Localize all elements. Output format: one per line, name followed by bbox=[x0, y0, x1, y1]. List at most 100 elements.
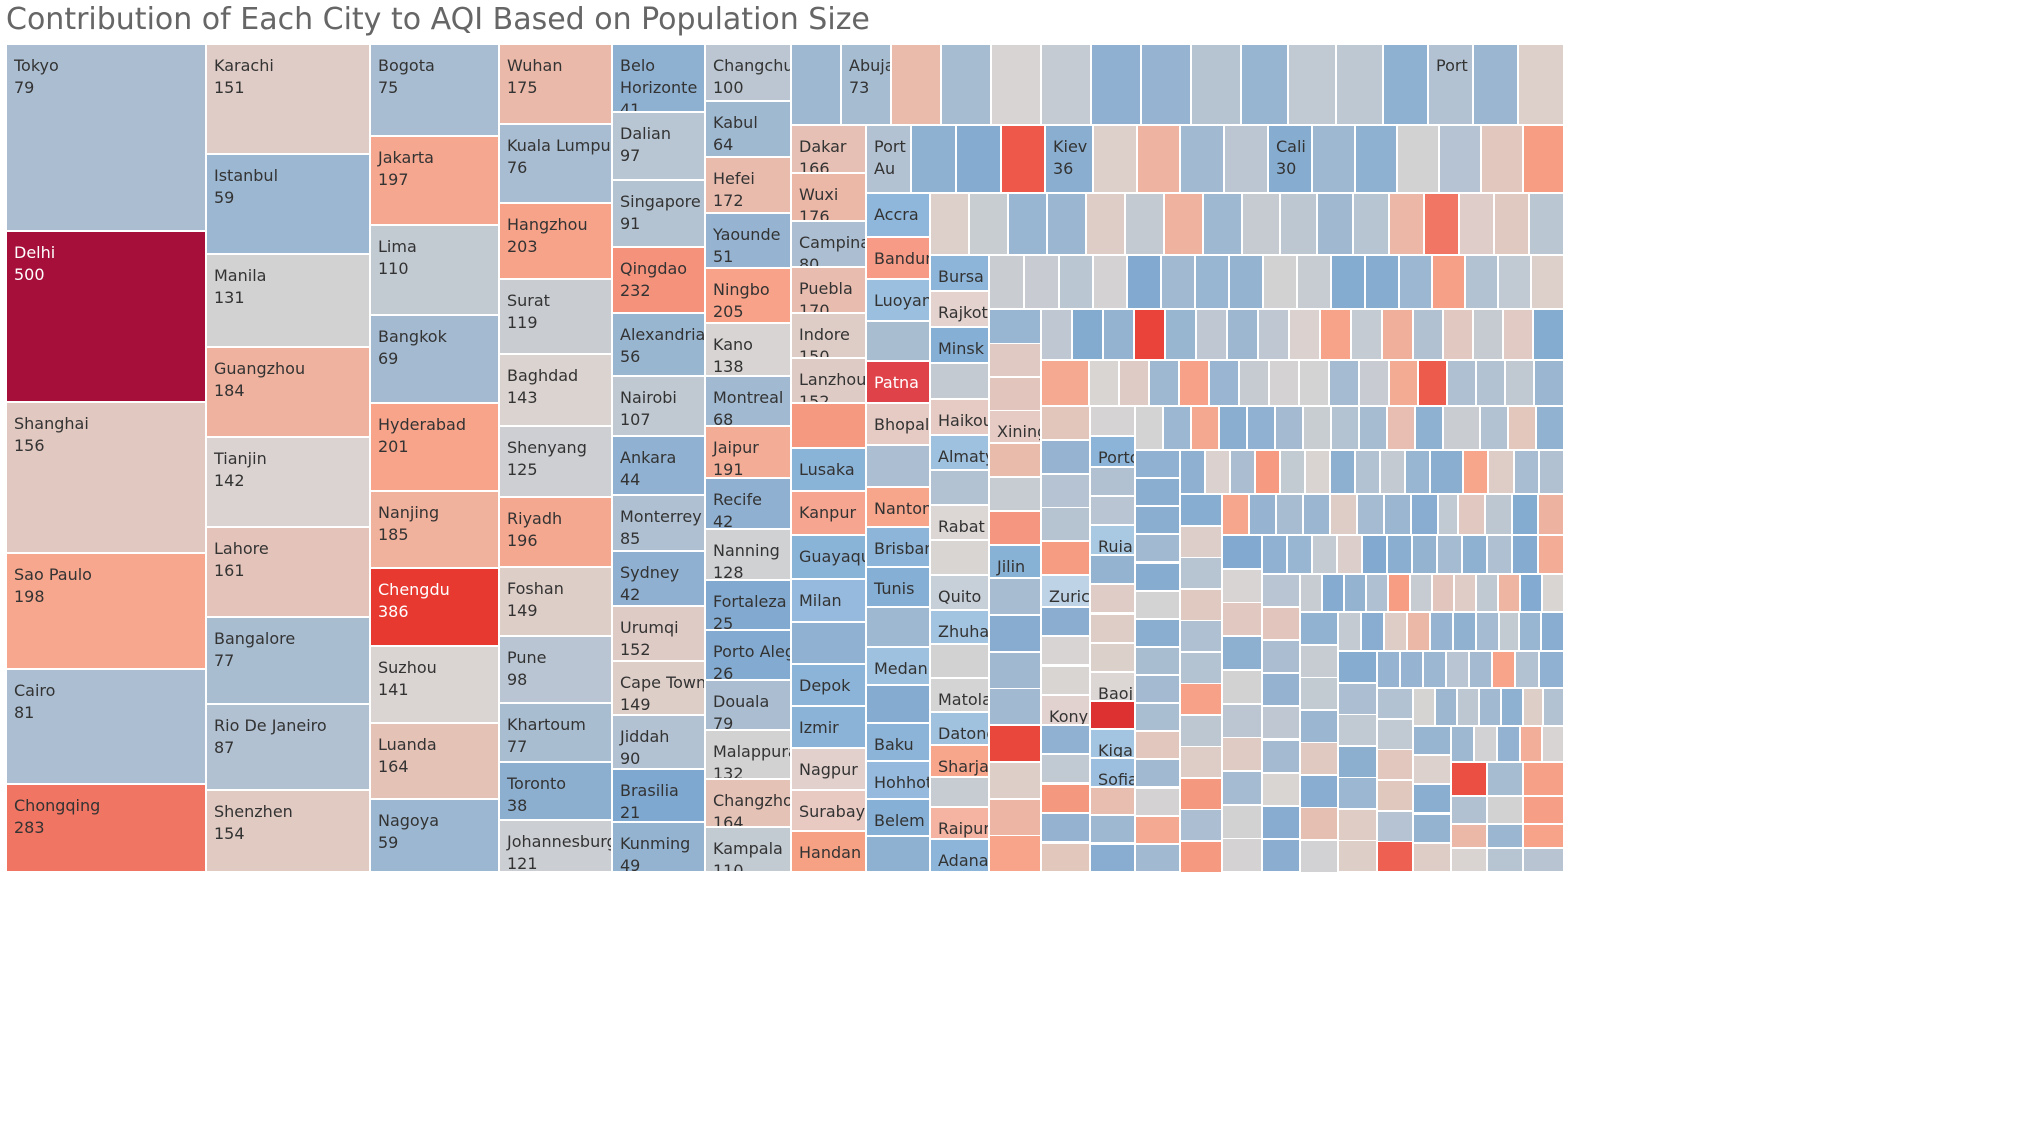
cell-cape-town[interactable]: Cape Town 149 bbox=[612, 661, 705, 715]
cell[interactable] bbox=[1209, 360, 1239, 406]
cell-chongqing[interactable]: Chongqing 283 bbox=[6, 784, 206, 872]
cell[interactable] bbox=[1300, 612, 1338, 645]
cell[interactable] bbox=[1377, 780, 1413, 811]
cell[interactable] bbox=[1337, 535, 1362, 574]
cell[interactable] bbox=[1299, 360, 1329, 406]
cell[interactable] bbox=[1262, 773, 1300, 806]
cell[interactable] bbox=[1487, 848, 1523, 872]
cell-raipur[interactable]: Raipur bbox=[930, 807, 989, 839]
cell[interactable] bbox=[1462, 535, 1487, 574]
cell[interactable] bbox=[1380, 450, 1405, 494]
cell[interactable] bbox=[1090, 614, 1135, 643]
cell[interactable] bbox=[1090, 815, 1135, 843]
cell[interactable] bbox=[989, 725, 1041, 762]
cell-wuhan[interactable]: Wuhan 175 bbox=[499, 44, 612, 124]
cell-delhi[interactable]: Delhi 500 bbox=[6, 231, 206, 402]
cell[interactable] bbox=[1180, 125, 1224, 193]
cell[interactable] bbox=[1041, 44, 1091, 125]
cell[interactable] bbox=[1135, 647, 1180, 675]
cell-singapore[interactable]: Singapore 91 bbox=[612, 180, 705, 247]
cell[interactable] bbox=[1459, 193, 1494, 255]
cell-kunming[interactable]: Kunming 49 bbox=[612, 822, 705, 872]
cell-port[interactable]: Port bbox=[1428, 44, 1473, 125]
cell-guayaquil[interactable]: Guayaquil bbox=[791, 535, 866, 579]
cell-abuja[interactable]: Abuja 73 bbox=[841, 44, 891, 125]
cell[interactable] bbox=[1300, 807, 1338, 840]
cell[interactable] bbox=[1322, 574, 1344, 612]
cell[interactable] bbox=[930, 540, 989, 575]
cell[interactable] bbox=[1542, 726, 1564, 762]
cell[interactable] bbox=[1454, 574, 1476, 612]
cell[interactable] bbox=[1262, 640, 1300, 673]
cell-konya[interactable]: Konya bbox=[1041, 695, 1090, 725]
cell[interactable] bbox=[941, 44, 991, 125]
cell[interactable] bbox=[1180, 620, 1222, 652]
cell-nanjing[interactable]: Nanjing 185 bbox=[370, 491, 499, 568]
cell[interactable] bbox=[1135, 506, 1180, 534]
cell[interactable] bbox=[1135, 844, 1180, 872]
cell-hyderabad[interactable]: Hyderabad 201 bbox=[370, 403, 499, 491]
cell-kigali[interactable]: Kigali bbox=[1090, 729, 1135, 758]
cell[interactable] bbox=[1541, 612, 1564, 651]
cell[interactable] bbox=[1041, 725, 1090, 754]
cell-dakar[interactable]: Dakar 166 bbox=[791, 125, 866, 173]
cell-surabaya[interactable]: Surabaya bbox=[791, 790, 866, 831]
cell-nantong[interactable]: Nantong bbox=[866, 487, 930, 527]
cell[interactable] bbox=[1538, 535, 1564, 574]
cell-matola[interactable]: Matola bbox=[930, 678, 989, 712]
cell[interactable] bbox=[1512, 535, 1538, 574]
cell[interactable] bbox=[1135, 563, 1180, 591]
cell-luoyang[interactable]: Luoyang bbox=[866, 279, 930, 321]
cell-milan[interactable]: Milan bbox=[791, 579, 866, 622]
cell-jaipur[interactable]: Jaipur 191 bbox=[705, 426, 791, 478]
cell-kampala[interactable]: Kampala 110 bbox=[705, 827, 791, 872]
cell[interactable] bbox=[1239, 360, 1269, 406]
cell[interactable] bbox=[1538, 494, 1564, 535]
cell[interactable] bbox=[1222, 636, 1262, 670]
cell[interactable] bbox=[1300, 677, 1338, 710]
cell-johannesburg[interactable]: Johannesburg 121 bbox=[499, 820, 612, 872]
cell[interactable] bbox=[1230, 450, 1255, 494]
cell[interactable] bbox=[1411, 494, 1438, 535]
cell[interactable] bbox=[866, 321, 930, 361]
cell[interactable] bbox=[1262, 706, 1300, 739]
cell[interactable] bbox=[1180, 652, 1222, 684]
cell[interactable] bbox=[1487, 535, 1512, 574]
cell-almaty[interactable]: Almaty bbox=[930, 435, 989, 470]
cell[interactable] bbox=[1041, 541, 1090, 575]
cell[interactable] bbox=[866, 836, 930, 872]
cell[interactable] bbox=[1041, 666, 1090, 695]
cell[interactable] bbox=[1361, 612, 1384, 651]
cell[interactable] bbox=[1072, 309, 1103, 360]
cell-bangalore[interactable]: Bangalore 77 bbox=[206, 617, 370, 704]
cell-toronto[interactable]: Toronto 38 bbox=[499, 762, 612, 820]
cell-suzhou[interactable]: Suzhou 141 bbox=[370, 646, 499, 723]
cell[interactable] bbox=[866, 445, 930, 487]
cell[interactable] bbox=[1520, 574, 1542, 612]
cell[interactable] bbox=[1086, 193, 1125, 255]
cell[interactable] bbox=[1338, 777, 1377, 809]
cell[interactable] bbox=[1317, 193, 1353, 255]
cell-surat[interactable]: Surat 119 bbox=[499, 279, 612, 354]
cell[interactable] bbox=[1008, 193, 1047, 255]
cell[interactable] bbox=[1222, 771, 1262, 805]
cell[interactable] bbox=[1179, 360, 1209, 406]
cell[interactable] bbox=[1405, 450, 1430, 494]
cell-patna[interactable]: Patna bbox=[866, 361, 930, 403]
cell-pune[interactable]: Pune 98 bbox=[499, 636, 612, 703]
cell-shenzhen[interactable]: Shenzhen 154 bbox=[206, 790, 370, 872]
cell[interactable] bbox=[1438, 494, 1458, 535]
cell[interactable] bbox=[1451, 762, 1487, 796]
cell[interactable] bbox=[1090, 406, 1135, 436]
cell[interactable] bbox=[1503, 309, 1533, 360]
cell[interactable] bbox=[1161, 255, 1195, 309]
cell-zurich[interactable]: Zurich bbox=[1041, 575, 1090, 607]
cell[interactable] bbox=[1451, 796, 1487, 824]
cell[interactable] bbox=[1280, 450, 1305, 494]
cell-porto[interactable]: Porto bbox=[1090, 436, 1135, 467]
cell[interactable] bbox=[1505, 360, 1534, 406]
cell-bhopal[interactable]: Bhopal bbox=[866, 403, 930, 445]
cell[interactable] bbox=[1357, 494, 1384, 535]
cell[interactable] bbox=[1180, 746, 1222, 778]
cell[interactable] bbox=[1222, 670, 1262, 704]
